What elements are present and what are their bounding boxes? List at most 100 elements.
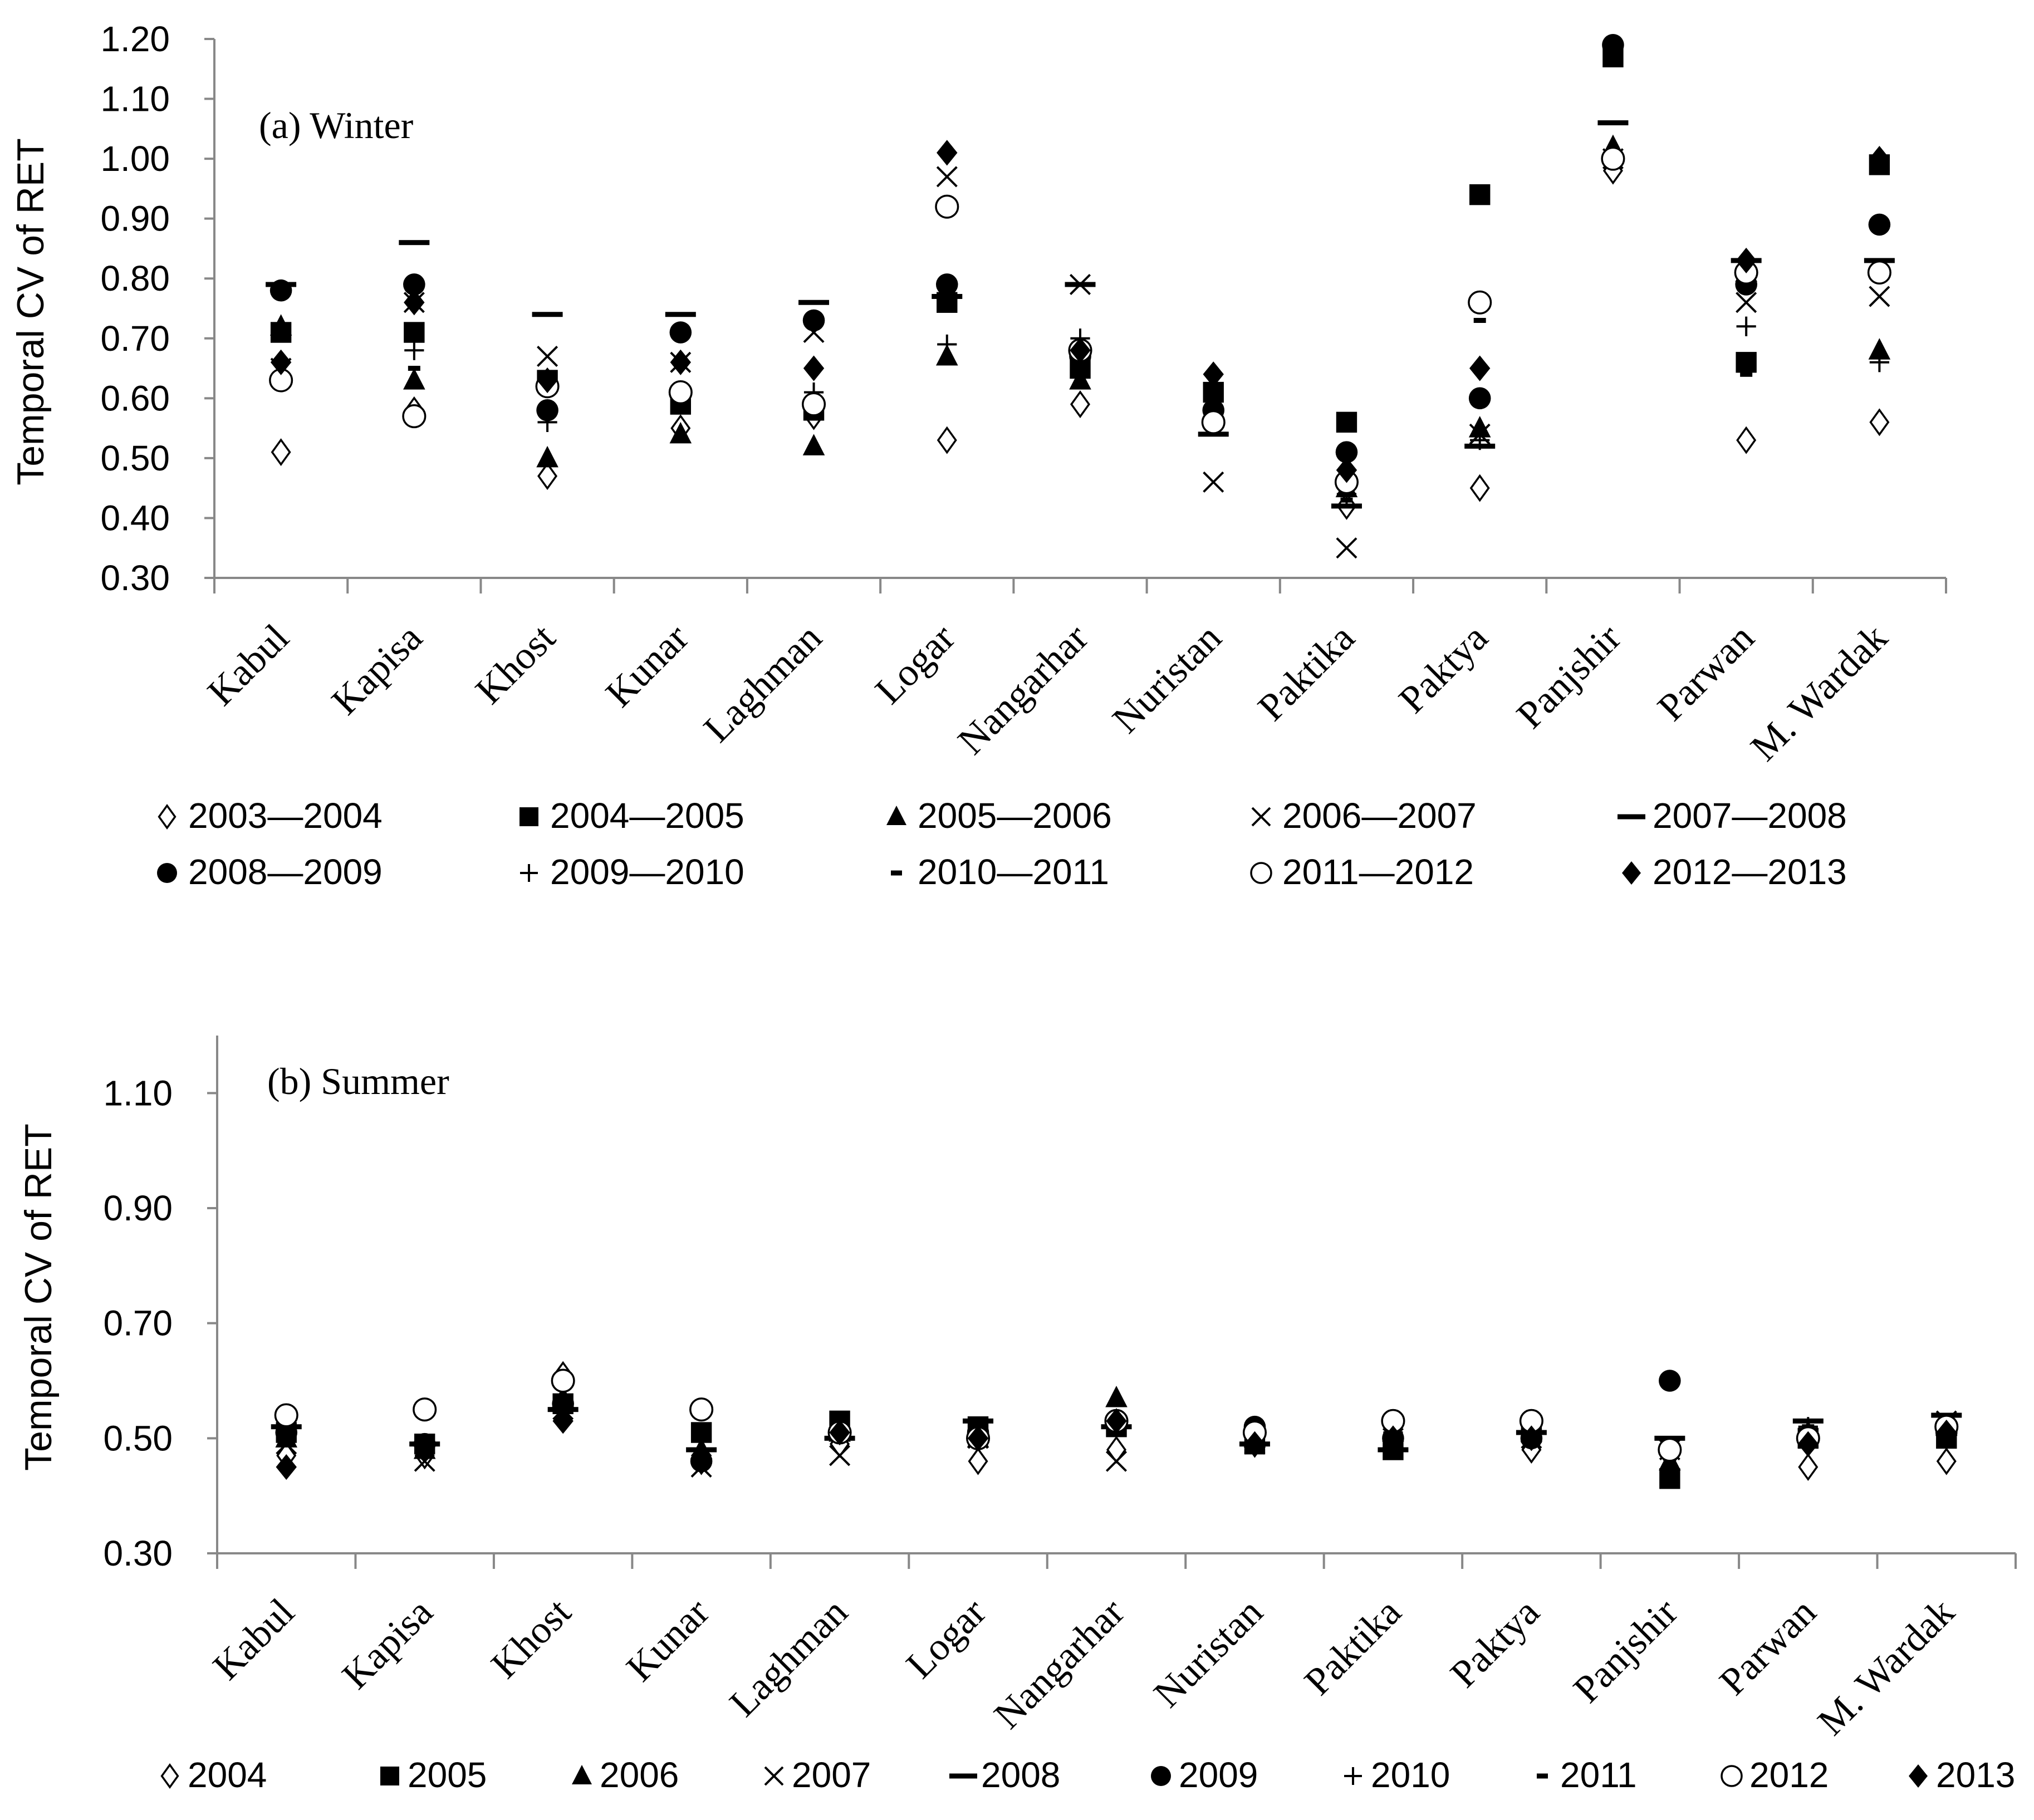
- category-label-panjshir: Panjshir: [1509, 616, 1630, 737]
- point-2011-2012-kunar: [668, 380, 693, 405]
- point-2012-kapisa: [413, 1397, 437, 1422]
- category-label-nangarhar: Nangarhar: [950, 616, 1096, 763]
- y-tick-label: 0.90: [100, 199, 170, 239]
- point-2003-2004-logar: [937, 426, 957, 454]
- point-2007-2008-panjshir: [1597, 120, 1629, 126]
- chart-title: (a) Winter: [259, 104, 414, 146]
- point-2010-2011-parwan: [1740, 371, 1753, 377]
- category-label-laghman: Laghman: [695, 616, 830, 750]
- category-label-logar: Logar: [898, 1591, 994, 1687]
- category-label-m-wardak: M. Wardak: [1810, 1591, 1963, 1744]
- point-2011-2012-logar: [935, 194, 959, 219]
- y-tick-label: 1.10: [103, 1073, 173, 1113]
- legend-label-2008: 2008: [981, 1755, 1060, 1795]
- category-label-paktya: Paktya: [1391, 616, 1496, 722]
- point-2008-2009-paktika: [1335, 441, 1358, 463]
- point-2005-2006-kapisa: [403, 368, 425, 390]
- y-tick-label: 0.60: [100, 378, 170, 418]
- point-2008-2009-kabul: [269, 279, 292, 302]
- point-2006-2007-logar: [936, 166, 958, 188]
- point-2007-laghman: [829, 1445, 851, 1466]
- category-label-logar: Logar: [867, 616, 963, 713]
- legend-marker-2012-2013: [1622, 861, 1641, 885]
- y-tick-label: 0.30: [100, 558, 170, 598]
- point-2013-kabul: [276, 1454, 297, 1480]
- point-2013-laghman: [829, 1419, 850, 1446]
- y-tick-label: 1.20: [100, 19, 170, 59]
- y-tick-label: 0.50: [100, 438, 170, 478]
- category-label-kapisa: Kapisa: [334, 1591, 441, 1698]
- category-label-kabul: Kabul: [200, 616, 297, 714]
- point-2007-2008-nangarhar: [1065, 282, 1096, 287]
- point-2008-2009-paktya: [1468, 387, 1491, 410]
- point-2012-kunar: [689, 1397, 714, 1422]
- legend-label-2006-2007: 2006—2007: [1282, 796, 1477, 836]
- point-2009-panjshir: [1659, 1370, 1681, 1392]
- point-2012-2013-kunar: [670, 349, 692, 375]
- point-2005-2006-nangarhar: [1069, 368, 1091, 390]
- legend-label-2009: 2009: [1179, 1755, 1258, 1795]
- point-2013-parwan: [1797, 1431, 1819, 1457]
- point-2004-parwan: [1798, 1453, 1819, 1481]
- legend-marker-2009-2010: [520, 864, 538, 882]
- point-2012-2013-logar: [937, 140, 958, 166]
- point-2006-2007-m-wardak: [1869, 286, 1890, 307]
- y-tick-label: 0.50: [103, 1418, 173, 1458]
- point-2008-2009-logar: [935, 273, 958, 296]
- y-tick-label: 1.10: [100, 79, 170, 119]
- legend-label-2005: 2005: [408, 1755, 487, 1795]
- point-2012-2013-kapisa: [404, 290, 425, 316]
- point-2010-2011-kapisa: [408, 366, 420, 371]
- point-2008-2009-m-wardak: [1868, 213, 1891, 236]
- y-tick-label: 1.00: [100, 139, 170, 179]
- category-label-paktika: Paktika: [1250, 616, 1363, 729]
- point-2010-2011-paktya: [1473, 318, 1486, 323]
- legend-label-2003-2004: 2003—2004: [188, 796, 383, 836]
- point-2011-khost: [557, 1401, 570, 1406]
- point-2004-logar: [968, 1447, 988, 1475]
- point-2009-2010-paktya: [1470, 430, 1490, 450]
- legend-marker-2008: [949, 1773, 977, 1779]
- legend-label-2012-2013: 2012—2013: [1653, 852, 1847, 892]
- y-tick-label: 0.90: [103, 1188, 173, 1228]
- point-2008-logar: [963, 1418, 994, 1424]
- point-2009-2010-kapisa: [404, 340, 424, 360]
- y-tick-label: 0.80: [100, 258, 170, 298]
- point-2012-khost: [551, 1368, 575, 1393]
- legend-marker-2007: [764, 1766, 784, 1786]
- point-2011-2012-m-wardak: [1867, 260, 1891, 285]
- point-2011-kunar: [695, 1435, 708, 1441]
- category-label-kunar: Kunar: [619, 1591, 718, 1690]
- y-tick-label: 0.70: [100, 318, 170, 359]
- legend-marker-2004: [160, 1763, 179, 1789]
- point-2005-2006-khost: [536, 445, 558, 468]
- point-2010-2011-paktika: [1340, 497, 1353, 503]
- point-2013-paktika: [1383, 1425, 1404, 1451]
- point-2012-panjshir: [1658, 1438, 1682, 1462]
- category-label-nuristan: Nuristan: [1146, 1591, 1271, 1716]
- legend-label-2011-2012: 2011—2012: [1282, 852, 1474, 892]
- category-label-paktya: Paktya: [1443, 1591, 1548, 1696]
- category-label-parwan: Parwan: [1650, 616, 1763, 729]
- legend-marker-2003-2004: [158, 804, 177, 830]
- legend-marker-2012: [1721, 1765, 1743, 1787]
- point-2013-m-wardak: [1936, 1419, 1957, 1446]
- category-label-kabul: Kabul: [205, 1591, 302, 1688]
- point-2009-2010-parwan: [1736, 316, 1756, 336]
- legend-marker-2007-2008: [1618, 814, 1645, 820]
- point-2012-2013-laghman: [803, 355, 825, 381]
- point-2003-2004-kabul: [271, 438, 291, 467]
- legend-label-2012: 2012: [1749, 1755, 1829, 1795]
- point-2003-2004-paktya: [1469, 474, 1490, 502]
- legend-label-2013: 2013: [1936, 1755, 2015, 1795]
- point-2005-2006-laghman: [802, 434, 825, 455]
- point-2011-2012-panjshir: [1601, 146, 1625, 171]
- point-2011-2012-laghman: [801, 392, 826, 416]
- legend-label-2008-2009: 2008—2009: [188, 852, 383, 892]
- legend-marker-2010: [1344, 1767, 1362, 1785]
- point-2012-2013-paktya: [1469, 355, 1491, 381]
- point-2009-2010-khost: [537, 412, 557, 432]
- y-axis-title: Temporal CV of RET: [9, 138, 52, 485]
- legend-label-2006: 2006: [600, 1755, 679, 1795]
